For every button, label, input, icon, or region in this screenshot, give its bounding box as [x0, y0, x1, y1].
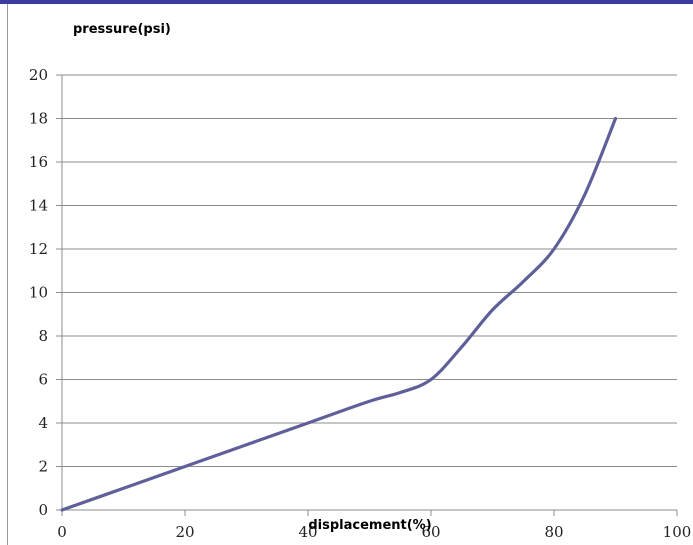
x-tick-label: 20: [175, 523, 194, 541]
y-tick-label: 20: [29, 66, 48, 84]
y-tick-label: 14: [29, 197, 48, 215]
y-tick-label: 10: [29, 284, 48, 302]
series-line-0: [60, 116, 618, 512]
y-tick-label: 12: [29, 240, 48, 258]
y-tick-label: 8: [38, 327, 48, 345]
y-tick-label: 0: [38, 501, 48, 519]
x-tick-label: 0: [57, 523, 67, 541]
y-axis-title: pressure(psi): [73, 22, 171, 37]
x-tick-label: 100: [663, 523, 692, 541]
series-layer: [60, 116, 618, 512]
y-tick-label: 4: [38, 414, 48, 432]
y-tick-label: 2: [38, 458, 48, 476]
x-axis-title: displacement(%): [308, 518, 431, 533]
y-tick-label: 6: [38, 371, 48, 389]
x-tick-label: 80: [544, 523, 563, 541]
y-tick-labels: 0 2 4 6 8 10 12 14 16 18 20: [29, 66, 48, 519]
y-tick-label: 18: [29, 110, 48, 128]
top-accent-bar: [0, 0, 693, 4]
x-tick-labels: 0 20 40 60 80 100: [57, 510, 691, 541]
grid-layer: [56, 74, 677, 511]
y-tick-label: 16: [29, 153, 48, 171]
x-tick-label: 60: [421, 523, 440, 541]
x-tick-label: 40: [298, 523, 317, 541]
